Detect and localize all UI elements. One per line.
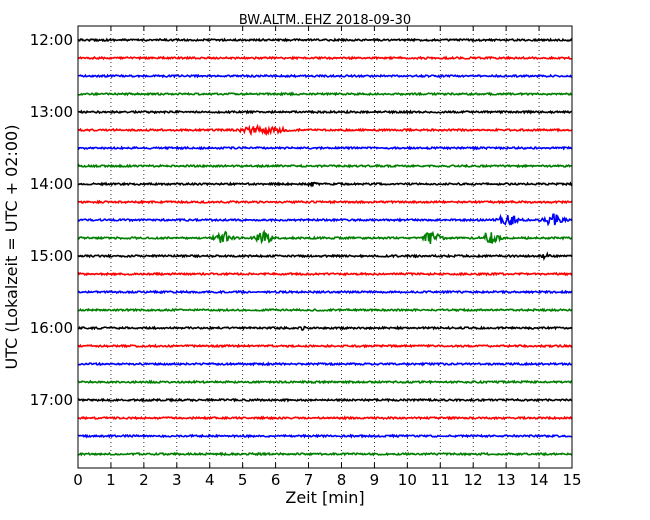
trace-1245: [77, 91, 573, 97]
x-tick-label-15: 15: [562, 471, 581, 489]
x-tick-label-11: 11: [431, 471, 450, 489]
trace-1530: [77, 289, 573, 295]
y-tick-label-1700: 17:00: [30, 391, 73, 409]
trace-1200: [77, 37, 573, 43]
x-tick-label-0: 0: [73, 471, 83, 489]
grid-lines: [110, 26, 540, 468]
x-tick-label-2: 2: [139, 471, 149, 489]
trace-1600: [77, 325, 573, 331]
trace-1230: [77, 73, 573, 79]
x-tick-label-8: 8: [337, 471, 347, 489]
trace-1700: [77, 397, 573, 403]
x-tick-label-4: 4: [205, 471, 215, 489]
seismic-traces: [77, 37, 573, 457]
trace-1645: [77, 379, 573, 385]
trace-1630: [77, 361, 573, 367]
x-tick-label-1: 1: [106, 471, 116, 489]
y-axis-label: UTC (Lokalzeit = UTC + 02:00): [2, 125, 21, 370]
trace-1445: [77, 229, 573, 245]
trace-1415: [77, 199, 573, 205]
trace-1215: [77, 55, 573, 61]
trace-1300: [77, 109, 573, 115]
y-tick-label-1200: 12:00: [30, 31, 73, 49]
plot-frame: [77, 25, 573, 469]
trace-1615: [77, 343, 573, 349]
x-tick-label-6: 6: [271, 471, 281, 489]
x-tick-label-14: 14: [530, 471, 549, 489]
chart-title: BW.ALTM..EHZ 2018-09-30: [239, 13, 411, 28]
trace-1430: [77, 213, 573, 227]
x-tick-label-9: 9: [370, 471, 380, 489]
x-tick-label-13: 13: [497, 471, 516, 489]
y-tick-label-1400: 14:00: [30, 175, 73, 193]
x-tick-label-10: 10: [398, 471, 417, 489]
x-tick-label-3: 3: [172, 471, 182, 489]
trace-1500: [77, 251, 573, 261]
y-tick-label-1600: 16:00: [30, 319, 73, 337]
trace-1745: [77, 451, 573, 457]
y-tick-label-1500: 15:00: [30, 247, 73, 265]
x-tick-label-7: 7: [304, 471, 314, 489]
trace-1400: [77, 181, 573, 188]
trace-1715: [77, 415, 573, 421]
trace-1545: [77, 307, 573, 313]
trace-1345: [77, 163, 573, 169]
trace-1730: [77, 433, 573, 439]
x-axis-label: Zeit [min]: [285, 488, 364, 507]
trace-1330: [77, 145, 573, 151]
axis-ticks: 0 1 2 3 4 5 6 7 8 9 10 11 12 13 14 1512:0013:0014:0015:…: [30, 26, 582, 489]
trace-1315: [77, 123, 573, 137]
x-tick-label-5: 5: [238, 471, 248, 489]
trace-1515: [77, 271, 573, 277]
y-tick-label-1300: 13:00: [30, 103, 73, 121]
x-tick-label-12: 12: [464, 471, 483, 489]
